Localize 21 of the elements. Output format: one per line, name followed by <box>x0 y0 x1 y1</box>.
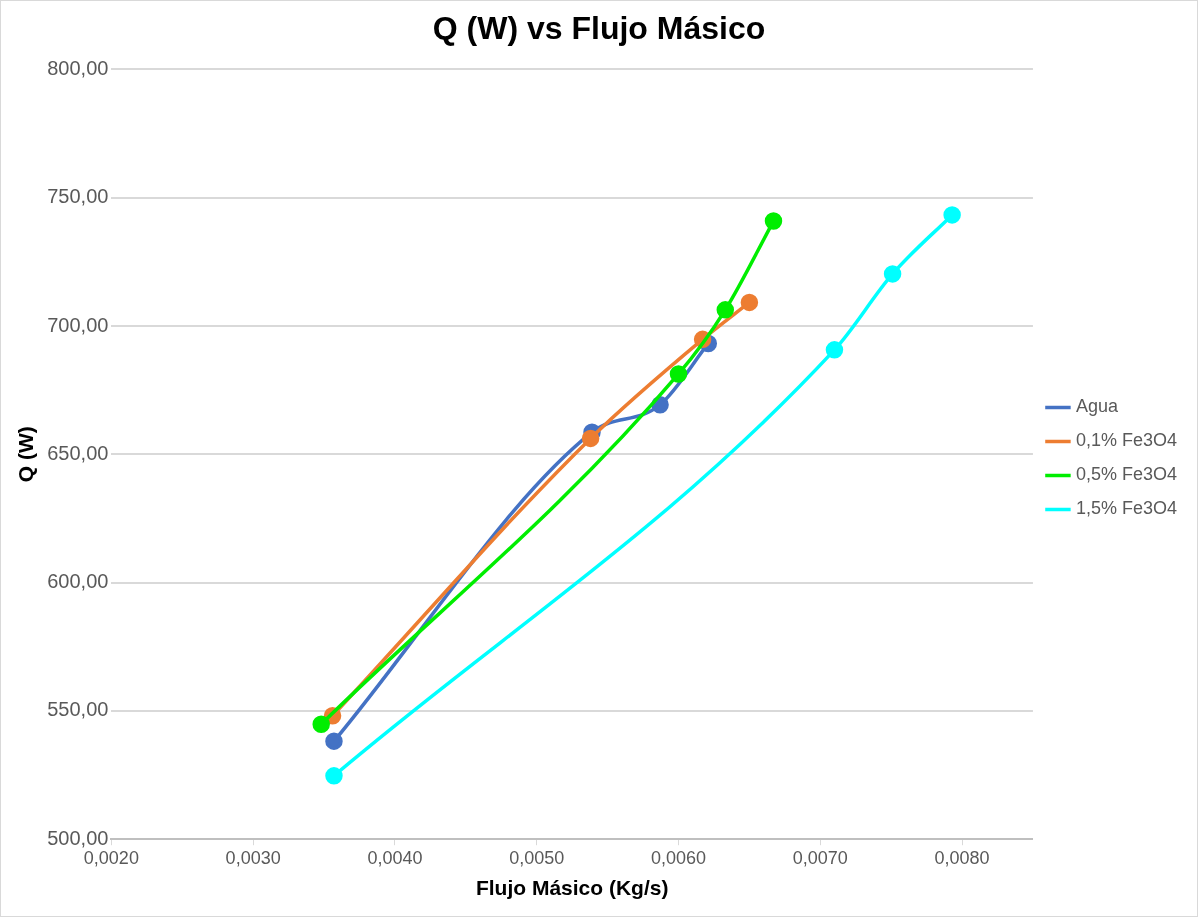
x-tick-label: 0,0060 <box>650 847 707 868</box>
y-tick-label: 550,00 <box>47 698 109 721</box>
legend-label: Agua <box>1075 396 1119 417</box>
x-tick-label: 0,0040 <box>367 847 423 868</box>
chart-title: Q (W) vs Flujo Másico <box>432 10 766 47</box>
x-tick-label: 0,0050 <box>509 847 565 868</box>
y-tick-label: 750,00 <box>47 185 109 208</box>
y-tick-label: 800,00 <box>47 56 109 79</box>
legend-label: 0,5% Fe3O4 <box>1075 464 1178 485</box>
y-tick-label: 600,00 <box>47 570 109 593</box>
x-tick-label: 0,0080 <box>934 847 990 868</box>
legend-label: 0,1% Fe3O4 <box>1075 430 1178 451</box>
legend-label: 1,5% Fe3O4 <box>1075 498 1178 519</box>
x-axis-title: Flujo Másico (Kg/s) <box>475 876 669 900</box>
x-tick-label: 0,0070 <box>792 847 848 868</box>
y-tick-label: 700,00 <box>47 313 109 336</box>
y-tick-label: 650,00 <box>47 441 109 464</box>
y-tick-label: 500,00 <box>47 826 109 849</box>
x-tick-label: 0,0020 <box>83 847 139 868</box>
y-axis-title: Q (W) <box>14 426 38 483</box>
x-tick-label: 0,0030 <box>225 847 281 868</box>
